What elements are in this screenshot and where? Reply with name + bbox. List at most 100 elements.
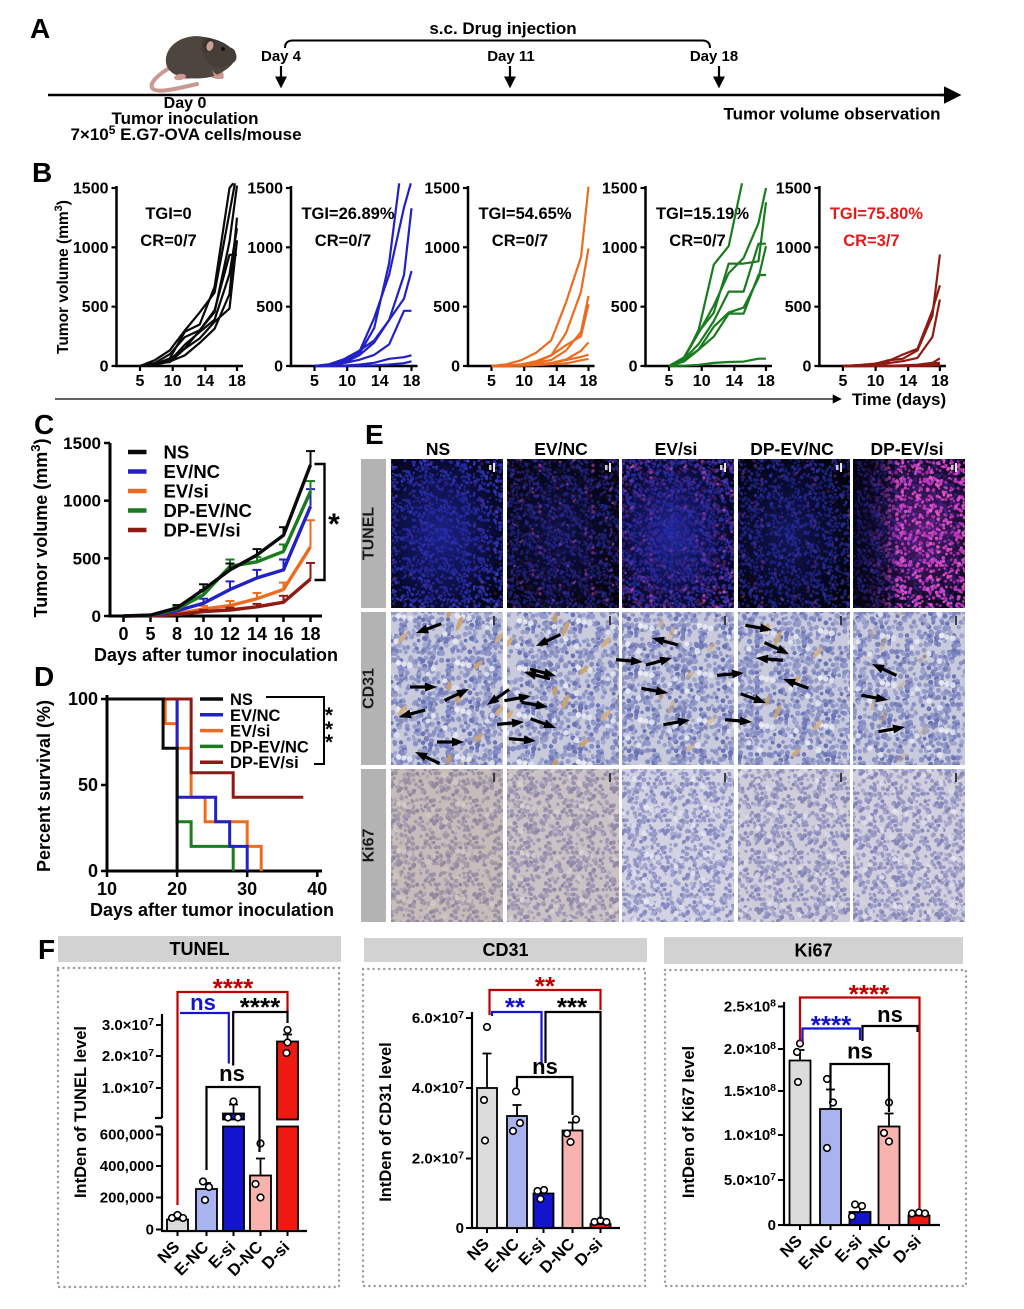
svg-text:Day 18: Day 18 — [690, 48, 738, 65]
svg-text:Ki67: Ki67 — [361, 829, 378, 863]
svg-text:D: D — [34, 661, 54, 692]
svg-text:2.0×107: 2.0×107 — [102, 1047, 154, 1065]
svg-text:40: 40 — [307, 879, 327, 899]
svg-text:14: 14 — [371, 373, 389, 390]
svg-text:IntDen of TUNEL level: IntDen of TUNEL level — [72, 1026, 90, 1198]
svg-text:10: 10 — [338, 373, 356, 390]
svg-text:0: 0 — [146, 1222, 154, 1239]
svg-text:CD31: CD31 — [361, 668, 378, 709]
svg-text:1.0×107: 1.0×107 — [102, 1079, 154, 1097]
svg-text:C: C — [34, 409, 54, 440]
svg-text:****: **** — [213, 973, 254, 1003]
svg-text:5: 5 — [310, 373, 319, 390]
svg-text:**: ** — [535, 971, 556, 1001]
svg-text:*: * — [325, 718, 334, 741]
svg-text:CR=0/7: CR=0/7 — [669, 232, 725, 250]
svg-text:DP-EV/si: DP-EV/si — [230, 754, 299, 772]
svg-text:14: 14 — [247, 624, 267, 644]
svg-text:ns: ns — [532, 1054, 558, 1079]
svg-text:****: **** — [811, 1010, 852, 1040]
svg-text:10: 10 — [164, 373, 182, 390]
svg-text:EV/NC: EV/NC — [230, 707, 281, 725]
svg-text:20: 20 — [167, 879, 187, 899]
svg-text:*: * — [325, 731, 334, 754]
svg-text:IntDen of CD31 level: IntDen of CD31 level — [377, 1042, 395, 1202]
svg-text:2.0×108: 2.0×108 — [724, 1040, 776, 1058]
svg-text:1000: 1000 — [63, 492, 101, 511]
svg-text:18: 18 — [931, 373, 949, 390]
svg-text:0: 0 — [100, 359, 109, 376]
svg-text:7×105 E.G7-OVA cells/mouse: 7×105 E.G7-OVA cells/mouse — [70, 123, 301, 144]
svg-text:5: 5 — [145, 624, 155, 644]
svg-text:0: 0 — [118, 624, 128, 644]
svg-text:0: 0 — [451, 359, 460, 376]
svg-text:18: 18 — [403, 373, 421, 390]
svg-text:TGI=26.89%: TGI=26.89% — [301, 205, 394, 223]
svg-text:10: 10 — [693, 373, 711, 390]
svg-text:CR=3/7: CR=3/7 — [843, 232, 899, 250]
svg-text:10: 10 — [515, 373, 533, 390]
svg-text:Day 0: Day 0 — [164, 95, 207, 112]
svg-text:1.0×108: 1.0×108 — [724, 1126, 776, 1144]
svg-text:*: * — [328, 508, 340, 541]
svg-text:0: 0 — [92, 607, 101, 626]
svg-text:6.0×107: 6.0×107 — [412, 1009, 464, 1027]
svg-text:DP-EV/NC: DP-EV/NC — [164, 500, 252, 521]
svg-text:TUNEL: TUNEL — [170, 939, 230, 959]
svg-text:1000: 1000 — [424, 240, 460, 257]
svg-text:500: 500 — [256, 299, 283, 316]
svg-text:400,000: 400,000 — [100, 1158, 154, 1175]
svg-text:1500: 1500 — [602, 181, 638, 198]
svg-text:100: 100 — [68, 689, 98, 709]
svg-text:0: 0 — [629, 359, 638, 376]
svg-text:DP-EV/NC: DP-EV/NC — [750, 439, 834, 459]
svg-text:14: 14 — [899, 373, 917, 390]
svg-text:ns: ns — [219, 1061, 245, 1086]
svg-text:DP-EV/si: DP-EV/si — [871, 439, 944, 459]
svg-text:1500: 1500 — [424, 181, 460, 198]
svg-text:14: 14 — [196, 373, 214, 390]
svg-text:10: 10 — [97, 879, 117, 899]
svg-text:***: *** — [557, 992, 588, 1022]
svg-text:NS: NS — [230, 691, 253, 709]
svg-text:EV/si: EV/si — [230, 723, 270, 741]
svg-text:3.0×107: 3.0×107 — [102, 1016, 154, 1034]
svg-text:5: 5 — [136, 373, 145, 390]
svg-text:5: 5 — [665, 373, 674, 390]
svg-text:ns: ns — [847, 1039, 873, 1064]
svg-text:0: 0 — [768, 1217, 776, 1234]
svg-text:0: 0 — [274, 359, 283, 376]
svg-text:Tumor inoculation: Tumor inoculation — [111, 109, 258, 128]
svg-text:500: 500 — [82, 299, 109, 316]
svg-text:5: 5 — [838, 373, 847, 390]
svg-text:TGI=0: TGI=0 — [145, 205, 191, 223]
svg-text:30: 30 — [237, 879, 257, 899]
svg-text:TGI=15.19%: TGI=15.19% — [656, 205, 749, 223]
svg-text:18: 18 — [228, 373, 246, 390]
svg-text:DP-EV/si: DP-EV/si — [164, 520, 241, 541]
svg-text:500: 500 — [785, 299, 812, 316]
svg-text:EV/NC: EV/NC — [534, 439, 588, 459]
svg-text:Time (days): Time (days) — [852, 390, 946, 409]
svg-text:1000: 1000 — [602, 240, 638, 257]
svg-text:18: 18 — [757, 373, 775, 390]
svg-text:Ki67: Ki67 — [794, 941, 832, 961]
svg-text:ns: ns — [877, 1002, 903, 1027]
svg-text:1000: 1000 — [776, 240, 812, 257]
svg-text:4.0×107: 4.0×107 — [412, 1079, 464, 1097]
svg-text:F: F — [38, 934, 55, 965]
svg-text:Percent survival (%): Percent survival (%) — [34, 700, 54, 872]
svg-text:CR=0/7: CR=0/7 — [315, 232, 371, 250]
svg-text:500: 500 — [433, 299, 460, 316]
svg-text:1500: 1500 — [247, 181, 283, 198]
svg-text:1000: 1000 — [73, 240, 109, 257]
svg-text:DP-EV/NC: DP-EV/NC — [230, 738, 309, 756]
svg-text:0: 0 — [88, 861, 98, 881]
svg-text:50: 50 — [78, 775, 98, 795]
svg-text:Days after tumor inoculation: Days after tumor inoculation — [90, 900, 334, 920]
svg-text:B: B — [32, 157, 52, 188]
svg-text:*: * — [325, 704, 334, 727]
svg-text:s.c. Drug injection: s.c. Drug injection — [429, 19, 576, 38]
svg-text:TUNEL: TUNEL — [361, 507, 378, 561]
svg-text:EV/si: EV/si — [164, 481, 209, 502]
